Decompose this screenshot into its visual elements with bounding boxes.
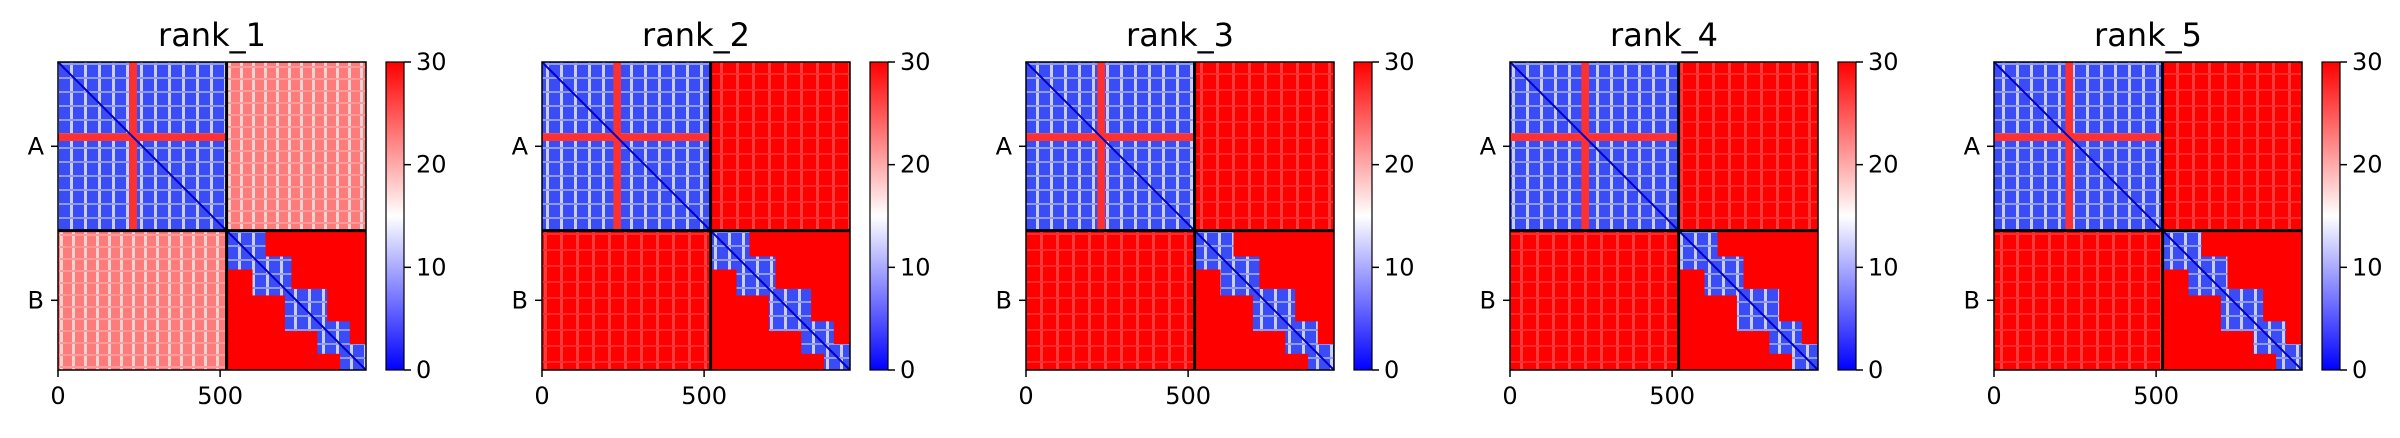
y-tick-label: B — [1964, 286, 1980, 314]
colorbar-tick-label: 30 — [2352, 48, 2383, 76]
colorbar-tick-label: 20 — [900, 151, 931, 179]
block-A-B — [1194, 62, 1334, 231]
colorbar-tick-label: 0 — [900, 356, 915, 384]
x-tick-label: 500 — [681, 382, 727, 410]
block-A-band-v — [129, 62, 138, 231]
y-tick-label: A — [512, 132, 529, 160]
y-tick-label: B — [512, 286, 528, 314]
x-tick-label: 0 — [534, 382, 549, 410]
x-tick-label: 500 — [1649, 382, 1695, 410]
colorbar-tick-label: 30 — [900, 48, 931, 76]
x-tick-label: 0 — [1986, 382, 2001, 410]
x-tick-label: 0 — [1502, 382, 1517, 410]
y-tick-label: B — [1480, 286, 1496, 314]
block-A-B — [710, 62, 850, 231]
block-A-band-v — [1581, 62, 1590, 231]
heatmap-panel-1: rank_1 0 500 A B 0 10 20 30 — [28, 16, 447, 410]
heatmap-panel-3: rank_3 0 500 A B 0 10 20 30 — [996, 16, 1415, 410]
colorbar — [2321, 61, 2341, 371]
y-tick-label: B — [28, 286, 44, 314]
colorbar-tick-label: 0 — [1384, 356, 1399, 384]
colorbar-tick-label: 10 — [416, 253, 447, 281]
y-tick-label: A — [28, 132, 45, 160]
colorbar-tick-label: 20 — [2352, 151, 2383, 179]
colorbar-tick-label: 20 — [1384, 151, 1415, 179]
block-A-band — [1026, 133, 1195, 142]
block-A-band — [542, 133, 711, 142]
block-A-band — [1994, 133, 2163, 142]
plot-frame — [1993, 61, 2303, 371]
x-tick-label: 0 — [1018, 382, 1033, 410]
block-A-band — [58, 133, 227, 142]
colorbar — [1837, 61, 1857, 371]
heatmap-panel-4: rank_4 0 500 A B 0 10 20 30 — [1480, 16, 1899, 410]
block-A-B — [226, 62, 366, 231]
heatmap-panel-5: rank_5 0 500 A B 0 10 20 30 — [1964, 16, 2383, 410]
plot-frame — [541, 61, 851, 371]
diagonal-line — [57, 61, 367, 371]
colorbar — [1353, 61, 1373, 371]
colorbar-tick-label: 0 — [416, 356, 431, 384]
block-B-A — [1510, 230, 1679, 370]
x-tick-label: 0 — [50, 382, 65, 410]
colorbar-tick-label: 30 — [416, 48, 447, 76]
y-tick-label: B — [996, 286, 1012, 314]
colorbar-tick-label: 10 — [900, 253, 931, 281]
colorbar-tick-label: 10 — [1384, 253, 1415, 281]
block-B-A — [1994, 230, 2163, 370]
y-tick-label: A — [996, 132, 1013, 160]
block-A-band-v — [2065, 62, 2074, 231]
y-tick-label: A — [1964, 132, 1981, 160]
x-tick-label: 500 — [2133, 382, 2179, 410]
colorbar-tick-label: 10 — [1868, 253, 1899, 281]
block-A-B — [1678, 62, 1818, 231]
colorbar-tick-label: 20 — [416, 151, 447, 179]
block-B-A — [542, 230, 711, 370]
diagonal-line — [1993, 61, 2303, 371]
panel-title: rank_2 — [642, 16, 750, 54]
block-A-B — [2162, 62, 2302, 231]
colorbar — [869, 61, 889, 371]
block-A-band-v — [1097, 62, 1106, 231]
diagonal-line — [541, 61, 851, 371]
colorbar — [385, 61, 405, 371]
colorbar-tick-label: 20 — [1868, 151, 1899, 179]
colorbar-tick-label: 10 — [2352, 253, 2383, 281]
panel-title: rank_1 — [158, 16, 266, 54]
panel-title: rank_5 — [2094, 16, 2202, 54]
block-A-band — [1510, 133, 1679, 142]
diagonal-line — [1509, 61, 1819, 371]
diagonal-line — [1025, 61, 1335, 371]
block-B-A — [1026, 230, 1195, 370]
colorbar-tick-label: 30 — [1384, 48, 1415, 76]
plot-frame — [1509, 61, 1819, 371]
panel-title: rank_3 — [1126, 16, 1234, 54]
x-tick-label: 500 — [197, 382, 243, 410]
heatmap-panel-2: rank_2 0 500 A B 0 10 20 30 — [512, 16, 931, 410]
colorbar-tick-label: 30 — [1868, 48, 1899, 76]
colorbar-tick-label: 0 — [2352, 356, 2367, 384]
plot-frame — [1025, 61, 1335, 371]
x-tick-label: 500 — [1165, 382, 1211, 410]
colorbar-tick-label: 0 — [1868, 356, 1883, 384]
block-B-A — [58, 230, 227, 370]
block-A-band-v — [613, 62, 622, 231]
panel-title: rank_4 — [1610, 16, 1718, 54]
y-tick-label: A — [1480, 132, 1497, 160]
plot-frame — [57, 61, 367, 371]
